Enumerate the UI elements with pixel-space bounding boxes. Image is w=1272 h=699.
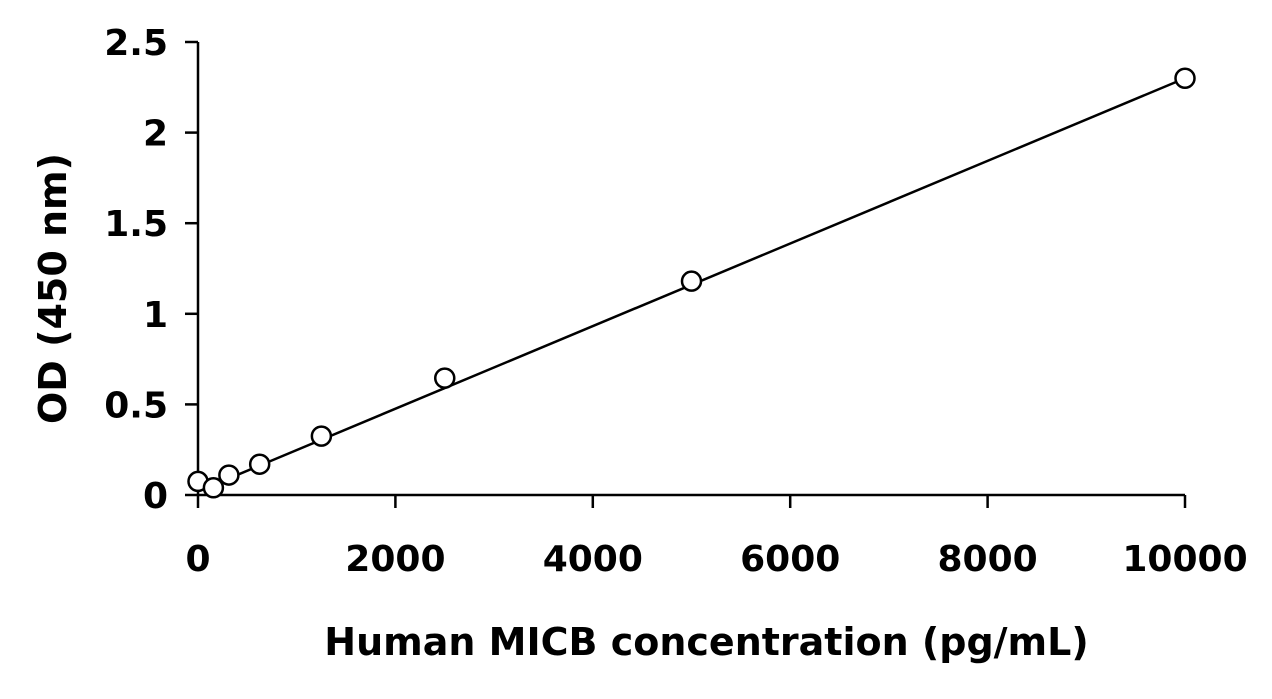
y-tick-label: 2.5 <box>104 23 168 64</box>
y-tick-label: 2 <box>143 114 168 155</box>
x-tick-label: 2000 <box>345 539 445 580</box>
axes <box>185 40 1187 508</box>
x-tick-labels: 0 2000 4000 6000 8000 10000 <box>185 539 1247 580</box>
y-tick-label: 0 <box>143 476 168 517</box>
data-point <box>310 425 333 447</box>
data-point <box>218 464 240 486</box>
x-axis-title: Human MICB concentration (pg/mL) <box>324 620 1088 664</box>
data-point <box>1174 67 1196 89</box>
y-tick-label: 1.5 <box>104 204 168 245</box>
y-tick-label: 0.5 <box>104 385 168 426</box>
data-point <box>680 270 703 292</box>
data-points <box>187 67 1196 499</box>
x-tick-label: 4000 <box>543 539 643 580</box>
y-tick-label: 1 <box>143 295 168 336</box>
x-tick-label: 10000 <box>1122 539 1247 580</box>
data-point <box>434 367 456 389</box>
x-tick-label: 6000 <box>740 539 840 580</box>
y-axis-title: OD (450 nm) <box>31 153 75 424</box>
x-tick-label: 0 <box>185 539 210 580</box>
x-tick-label: 8000 <box>937 539 1037 580</box>
data-point <box>202 477 225 499</box>
y-tick-labels: 0 0.5 1 1.5 2 2.5 <box>104 23 168 517</box>
data-point <box>248 453 271 475</box>
